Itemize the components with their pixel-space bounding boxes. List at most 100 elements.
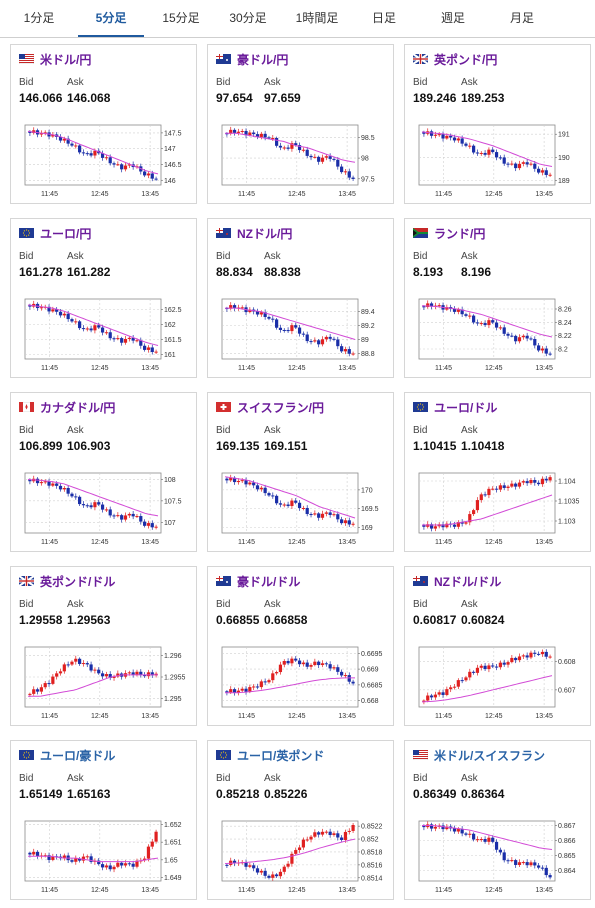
tab-daily[interactable]: 日足 <box>371 11 396 25</box>
candlestick-chart[interactable]: 11:45 12:45 13:45 98.5 98 97.5 <box>216 119 384 199</box>
currency-pair-link[interactable]: 豪ドル/円 <box>216 51 288 67</box>
candle-body <box>55 673 59 677</box>
candle-body <box>232 305 237 309</box>
candlestick-chart[interactable]: 11:45 12:45 13:45 1.104 1.1035 1.103 <box>413 467 581 547</box>
candlestick-chart[interactable]: 11:45 12:45 13:45 0.867 0.866 0.865 0.864 <box>413 815 581 895</box>
candle-body <box>81 328 86 330</box>
candlestick-chart[interactable]: 11:45 12:45 13:45 0.608 0.607 <box>413 641 581 721</box>
candle-body <box>487 149 491 155</box>
candlestick-chart[interactable]: 11:45 12:45 13:45 0.6695 0.669 0.6685 0.668 <box>216 641 384 721</box>
candlestick-chart[interactable]: 11:45 12:45 13:45 89.4 89.2 89 88.8 <box>216 293 384 373</box>
candle-body <box>123 338 128 343</box>
candle-body <box>275 874 279 877</box>
moving-average-line <box>224 476 356 519</box>
x-tick-label: 11:45 <box>238 365 255 372</box>
tab-15min[interactable]: 15分足 <box>162 11 200 25</box>
tab-weekly[interactable]: 週足 <box>440 11 465 25</box>
y-tick-label: 0.668 <box>361 698 379 705</box>
x-tick-label: 12:45 <box>91 191 109 198</box>
y-tick-label: 89.4 <box>361 309 375 316</box>
candle-body <box>328 156 332 159</box>
candle-body <box>514 657 518 661</box>
x-tick-label: 11:45 <box>41 713 58 720</box>
candlestick-chart[interactable]: 11:45 12:45 13:45 8.26 8.24 8.22 8.2 <box>413 293 581 373</box>
currency-pair-link[interactable]: NZドル/ドル <box>413 573 501 589</box>
candle-body <box>70 661 74 665</box>
currency-pair-link[interactable]: カナダドル/円 <box>19 399 115 415</box>
candle-body <box>506 333 510 336</box>
currency-pair-name: カナダドル/円 <box>40 400 116 415</box>
candle-body <box>343 831 348 840</box>
candle-body <box>544 867 548 876</box>
candle-body <box>422 825 426 828</box>
candle-body <box>104 332 108 334</box>
candle-body <box>525 335 529 339</box>
currency-pair-link[interactable]: NZドル/円 <box>216 225 292 241</box>
moving-average-line <box>421 131 553 167</box>
candle-body <box>58 671 63 674</box>
x-tick-label: 13:45 <box>535 713 553 720</box>
candlestick-chart[interactable]: 11:45 12:45 13:45 1.296 1.2955 1.295 <box>19 641 187 721</box>
ask-label: Ask <box>67 251 84 262</box>
currency-pair-link[interactable]: ユーロ/英ポンド <box>216 747 324 763</box>
x-tick-label: 11:45 <box>41 365 58 372</box>
candlestick-chart[interactable]: 11:45 12:45 13:45 170 169.5 169 <box>216 467 384 547</box>
candle-body <box>313 832 317 837</box>
candle-body <box>510 483 514 487</box>
currency-pair-link[interactable]: スイスフラン/円 <box>216 399 324 415</box>
timeframe-tabbar: 1分足 5分足 15分足 30分足 1時間足 日足 週足 月足 <box>0 0 595 38</box>
rate-card: 米ドル/スイスフラン Bid Ask 0.86349 0.86364 11:45 12:45… <box>404 740 591 900</box>
y-tick-label: 88.8 <box>361 351 375 358</box>
currency-pair-name: 米ドル/スイスフラン <box>434 748 545 763</box>
candle-body <box>429 524 434 529</box>
currency-pair-name: NZドル/ドル <box>434 574 502 589</box>
tab-monthly[interactable]: 月足 <box>509 11 534 25</box>
candle-body <box>255 868 260 873</box>
moving-average-line <box>422 825 553 850</box>
candle-body <box>309 665 313 667</box>
candle-body <box>514 335 518 342</box>
tab-1hour[interactable]: 1時間足 <box>295 11 339 25</box>
candlestick-chart[interactable]: 11:45 12:45 13:45 191 190 189 <box>413 119 581 199</box>
tab-1min[interactable]: 1分足 <box>23 11 55 25</box>
x-tick-label: 12:45 <box>288 887 306 894</box>
y-tick-label: 1.649 <box>164 875 182 882</box>
rate-card: 豪ドル/円 Bid Ask 97.654 97.659 11:45 12:45 13:45 98… <box>207 44 394 204</box>
bid-label: Bid <box>413 251 428 262</box>
bid-label: Bid <box>216 773 231 784</box>
candle-body <box>340 837 344 840</box>
candle-body <box>290 325 294 332</box>
currency-pair-link[interactable]: 米ドル/スイスフラン <box>413 747 545 763</box>
tab-5min[interactable]: 5分足 <box>78 0 144 37</box>
candle-body <box>525 655 529 658</box>
candlestick-chart[interactable]: 11:45 12:45 13:45 1.652 1.651 1.65 1.649 <box>19 815 187 895</box>
candle-body <box>340 671 344 676</box>
candlestick-chart[interactable]: 11:45 12:45 13:45 0.8522 0.852 0.8518 0.8516 0.… <box>216 815 384 895</box>
currency-pair-link[interactable]: ユーロ/豪ドル <box>19 747 115 763</box>
candlestick-chart[interactable]: 11:45 12:45 13:45 108 107.5 107 <box>19 467 187 547</box>
candle-body <box>445 689 449 695</box>
currency-pair-link[interactable]: 英ポンド/ドル <box>19 573 115 589</box>
currency-pair-link[interactable]: 豪ドル/ドル <box>216 573 300 589</box>
candle-body <box>449 135 453 138</box>
currency-pair-name: 英ポンド/ドル <box>40 574 116 589</box>
candlestick-chart[interactable]: 11:45 12:45 13:45 162.5 162 161.5 161 <box>19 293 187 373</box>
candle-body <box>127 672 131 674</box>
currency-pair-link[interactable]: ユーロ/円 <box>19 225 91 241</box>
currency-pair-link[interactable]: 英ポンド/円 <box>413 51 497 67</box>
y-tick-label: 169.5 <box>361 506 379 513</box>
currency-pair-link[interactable]: 米ドル/円 <box>19 51 91 67</box>
tab-30min[interactable]: 30分足 <box>229 11 267 25</box>
currency-pair-name: 英ポンド/円 <box>434 52 498 67</box>
candle-body <box>305 662 309 667</box>
candle-body <box>78 658 82 664</box>
moving-average-line <box>27 304 159 346</box>
currency-pair-link[interactable]: ランド/円 <box>413 225 485 241</box>
candle-body <box>116 862 120 867</box>
candle-body <box>464 314 468 316</box>
candle-body <box>479 323 483 325</box>
y-tick-label: 0.8522 <box>361 824 383 831</box>
candlestick-chart[interactable]: 11:45 12:45 13:45 147.5 147 146.5 146 <box>19 119 187 199</box>
candle-body <box>533 338 537 346</box>
currency-pair-link[interactable]: ユーロ/ドル <box>413 399 497 415</box>
